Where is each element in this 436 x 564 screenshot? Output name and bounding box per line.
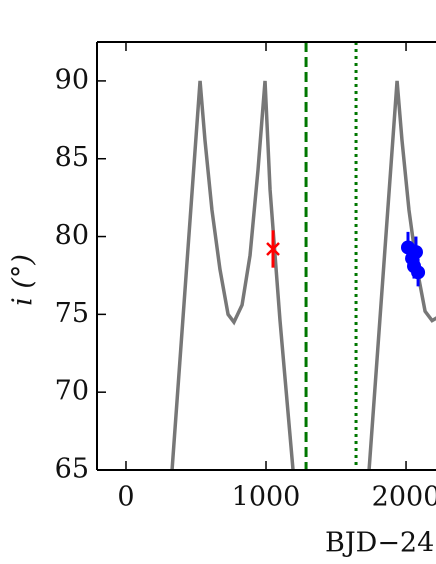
curve [367,80,436,470]
marker [266,242,280,256]
y-tick-label: 90 [55,64,89,95]
y-tick-label: 75 [55,298,89,329]
y-tick-label: 80 [55,220,89,251]
plot-area [170,42,436,470]
y-tick-label: 85 [55,142,89,173]
x-tick-label: 0 [117,482,134,513]
data-point [266,230,280,268]
x-axis-label: BJD−24 [325,528,434,559]
x-tick-label: 1000 [232,482,301,513]
marker [411,265,426,280]
curve [170,80,295,470]
y-tick-label: 70 [55,376,89,407]
y-axis-label: i (°) [8,254,39,306]
x-tick-label: 2000 [372,482,436,513]
y-tick-label: 65 [55,454,89,485]
axes: 65 70 75 80 85 90 0 1000 2000 [55,41,436,513]
data-point [411,258,426,287]
marker [408,245,423,260]
